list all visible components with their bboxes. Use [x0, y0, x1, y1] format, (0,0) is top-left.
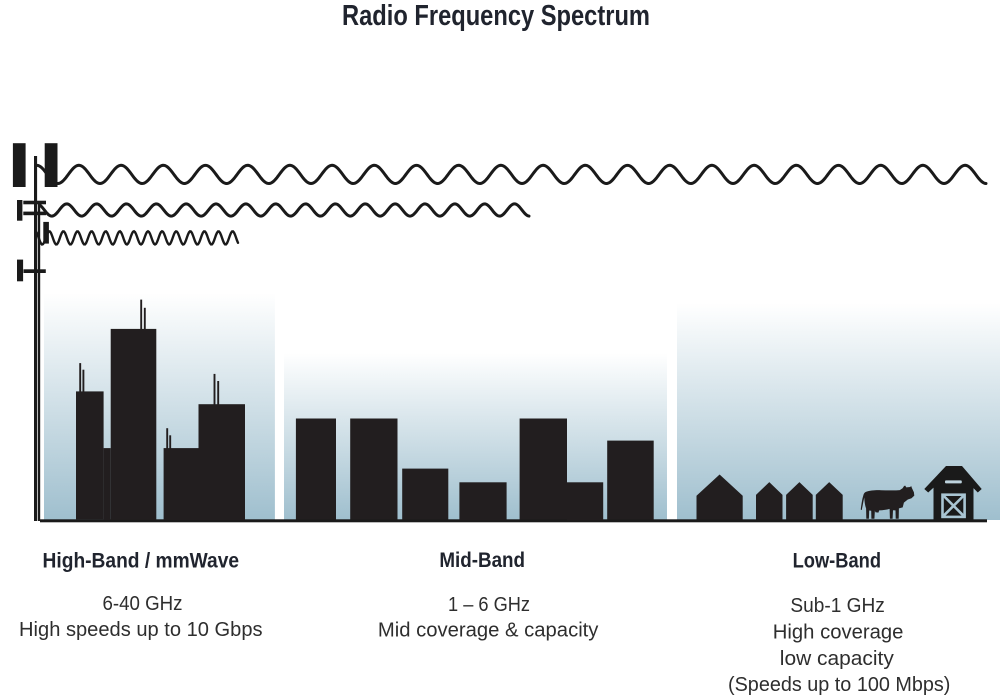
svg-text:1 – 6 GHz: 1 – 6 GHz [448, 594, 530, 616]
svg-text:low capacity: low capacity [780, 648, 894, 670]
svg-text:High coverage: High coverage [773, 622, 904, 644]
svg-text:Radio Frequency Spectrum: Radio Frequency Spectrum [342, 0, 650, 32]
svg-text:High-Band / mmWave: High-Band / mmWave [43, 550, 240, 573]
svg-text:Sub-1 GHz: Sub-1 GHz [790, 595, 884, 617]
svg-text:High speeds up to 10 Gbps: High speeds up to 10 Gbps [19, 619, 263, 641]
svg-text:(Speeds up to 100 Mbps): (Speeds up to 100 Mbps) [728, 674, 950, 696]
svg-text:Mid coverage & capacity: Mid coverage & capacity [378, 619, 599, 641]
svg-text:Low-Band: Low-Band [793, 550, 881, 573]
svg-text:6-40 GHz: 6-40 GHz [103, 593, 183, 615]
svg-text:Mid-Band: Mid-Band [439, 549, 525, 572]
